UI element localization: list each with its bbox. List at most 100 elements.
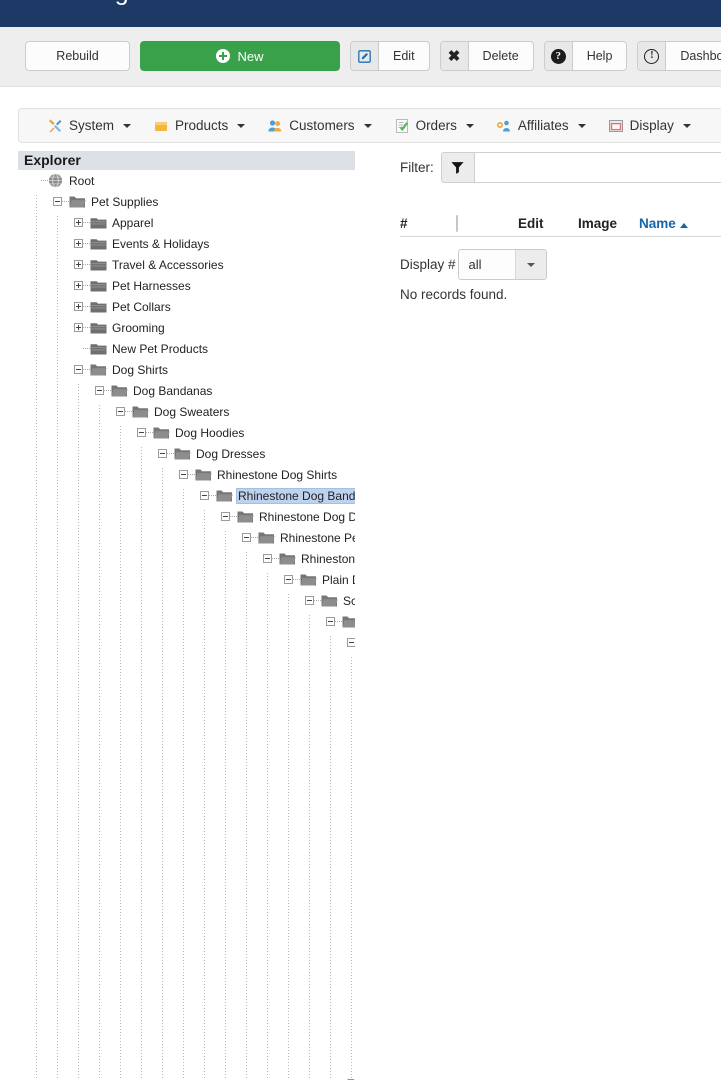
menu-affiliates[interactable]: Affiliates xyxy=(485,109,597,142)
tree-node[interactable]: Grooming xyxy=(74,317,167,338)
select-all-checkbox[interactable] xyxy=(456,214,458,232)
collapse-icon[interactable] xyxy=(137,428,146,437)
display-count-select[interactable]: all xyxy=(457,249,547,280)
collapse-icon[interactable] xyxy=(284,575,293,584)
tree-node-label[interactable]: Dog Dresses xyxy=(196,446,266,461)
collapse-icon[interactable] xyxy=(179,470,188,479)
column-header-name[interactable]: Name xyxy=(639,216,688,231)
folder-closed-icon xyxy=(90,260,107,271)
tree-node[interactable]: Screen Print xyxy=(305,590,355,611)
category-tree[interactable]: Root Pet Supplies Apparel Events & Holidays… xyxy=(18,170,355,1080)
tree-node[interactable]: Plain xyxy=(326,611,355,632)
tree-node-label[interactable]: Dog Hoodies xyxy=(175,425,245,440)
filter-button[interactable] xyxy=(440,151,474,183)
tree-node-label[interactable]: Rhinestone Dog Shirts xyxy=(217,467,338,482)
tree-node-label[interactable]: Dog Bandanas xyxy=(133,383,213,398)
tree-node[interactable]: Dog Sweaters xyxy=(116,401,231,422)
collapse-icon[interactable] xyxy=(74,365,83,374)
collapse-icon[interactable] xyxy=(263,554,272,563)
tree-node-label[interactable]: Rhinestone Dog Hoodies xyxy=(301,551,355,566)
filter-input[interactable] xyxy=(473,151,721,183)
chevron-down-icon[interactable] xyxy=(514,250,546,279)
collapse-icon[interactable] xyxy=(200,491,209,500)
dashboard-button[interactable]: ! Dashboard xyxy=(637,41,721,71)
tree-node[interactable]: Pet Collars xyxy=(74,296,173,317)
tree-dash-connector xyxy=(104,390,111,391)
tree-node-label[interactable]: Root xyxy=(69,173,95,188)
tree-node-label[interactable]: Grooming xyxy=(112,320,165,335)
tree-node-label[interactable]: Rhinestone Dog Bandanas xyxy=(236,487,355,504)
tree-node[interactable]: Plain Dog Hoodies xyxy=(284,569,355,590)
tree-node-label[interactable]: New Pet Products xyxy=(112,341,209,356)
tree-node-label[interactable]: Pet Harnesses xyxy=(112,278,191,293)
collapse-icon[interactable] xyxy=(242,533,251,542)
tree-node-label[interactable]: Screen Print xyxy=(343,593,355,608)
edit-button[interactable]: Edit xyxy=(350,41,430,71)
tree-node[interactable]: Dog Shirts xyxy=(74,359,170,380)
tree-node-label[interactable]: Dog Shirts xyxy=(112,362,169,377)
tree-connector-line xyxy=(57,216,58,1080)
tree-node[interactable] xyxy=(347,632,355,653)
plus-circle-icon xyxy=(216,49,231,63)
tree-node-label[interactable]: Dog Sweaters xyxy=(154,404,230,419)
tree-node[interactable]: New Pet Products xyxy=(74,338,210,359)
tree-connector-line xyxy=(183,489,184,1080)
tree-node-label[interactable]: Pet Supplies xyxy=(91,194,159,209)
menu-display[interactable]: Display xyxy=(597,109,702,142)
collapse-icon[interactable] xyxy=(221,512,230,521)
tree-node[interactable]: Rhinestone Dog Bandanas xyxy=(200,485,355,506)
collapse-icon[interactable] xyxy=(53,197,62,206)
tree-node[interactable]: Travel & Accessories xyxy=(74,254,226,275)
tree-node[interactable]: Pet Supplies xyxy=(53,191,160,212)
tree-node-label[interactable]: Rhinestone Pet Sweaters xyxy=(280,530,355,545)
expand-icon[interactable] xyxy=(74,323,83,332)
column-header-edit[interactable]: Edit xyxy=(518,215,544,231)
menu-system[interactable]: System xyxy=(19,109,142,142)
tree-node-label[interactable]: Apparel xyxy=(112,215,154,230)
chevron-down-icon xyxy=(682,123,691,128)
tree-node[interactable]: Apparel xyxy=(74,212,155,233)
tree-dash-connector xyxy=(83,327,90,328)
dashboard-button-label: Dashboard xyxy=(680,49,721,63)
tree-node-label[interactable]: Events & Holidays xyxy=(112,236,210,251)
tree-node[interactable]: Dog Hoodies xyxy=(137,422,246,443)
menu-orders[interactable]: Orders xyxy=(383,109,485,142)
new-button[interactable]: New xyxy=(140,41,340,71)
tree-node[interactable]: Rhinestone Pet Sweaters xyxy=(242,527,355,548)
expand-icon[interactable] xyxy=(74,239,83,248)
collapse-icon[interactable] xyxy=(305,596,314,605)
collapse-icon[interactable] xyxy=(347,638,355,647)
collapse-icon[interactable] xyxy=(326,617,335,626)
expand-icon[interactable] xyxy=(74,260,83,269)
tree-node[interactable]: Events & Holidays xyxy=(74,233,211,254)
tree-node-label[interactable]: Pet Collars xyxy=(112,299,171,314)
collapse-icon[interactable] xyxy=(158,449,167,458)
expand-icon[interactable] xyxy=(74,302,83,311)
help-button[interactable]: ? Help xyxy=(543,41,628,71)
tree-node[interactable]: Rhinestone Dog Shirts xyxy=(179,464,339,485)
collapse-icon[interactable] xyxy=(116,407,125,416)
expand-icon[interactable] xyxy=(74,281,83,290)
filter-label: Filter: xyxy=(400,159,434,175)
column-header-image[interactable]: Image xyxy=(578,215,618,231)
tree-node-label[interactable]: Plain Dog Hoodies xyxy=(322,572,355,587)
folder-open-icon xyxy=(216,490,233,502)
collapse-icon[interactable] xyxy=(95,386,104,395)
delete-button[interactable]: ✖ Delete xyxy=(439,41,534,71)
tree-node[interactable]: Rhinestone Dog Dresses xyxy=(221,506,355,527)
rebuild-button[interactable]: Rebuild xyxy=(25,41,130,71)
tree-node[interactable]: Root xyxy=(32,170,96,191)
tree-node-label[interactable]: Rhinestone Dog Dresses xyxy=(259,509,355,524)
tree-node-label[interactable]: Travel & Accessories xyxy=(112,257,224,272)
tree-node[interactable]: Dog Dresses xyxy=(158,443,267,464)
tree-node[interactable] xyxy=(347,1073,355,1080)
menu-customers[interactable]: Customers xyxy=(256,109,382,142)
menu-products[interactable]: Products xyxy=(142,109,256,142)
tree-node[interactable]: Pet Harnesses xyxy=(74,275,193,296)
menu-affiliates-label: Affiliates xyxy=(517,118,569,133)
delete-button-label: Delete xyxy=(482,49,519,63)
tree-node[interactable]: Rhinestone Dog Hoodies xyxy=(263,548,355,569)
column-header-number[interactable]: # xyxy=(400,215,408,231)
tree-node[interactable]: Dog Bandanas xyxy=(95,380,214,401)
expand-icon[interactable] xyxy=(74,218,83,227)
